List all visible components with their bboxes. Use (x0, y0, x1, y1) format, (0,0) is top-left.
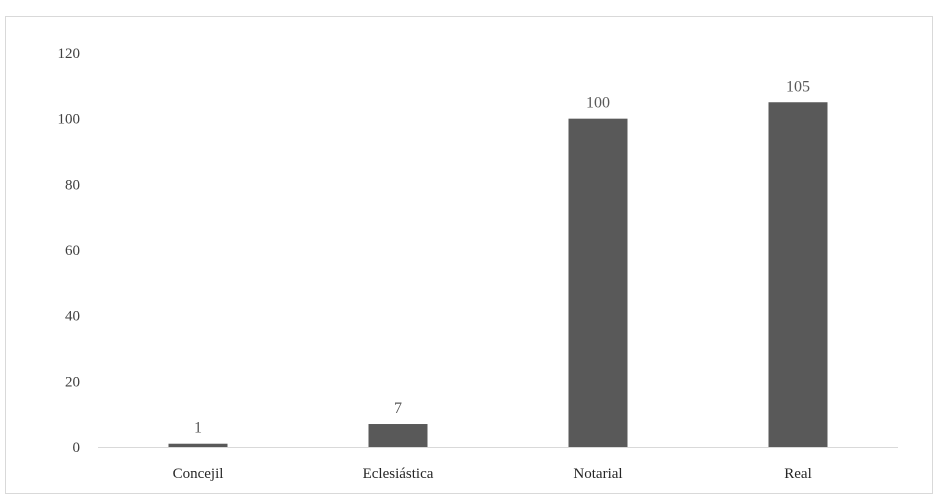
bar-notarial (568, 118, 628, 448)
x-tick-label-2: Notarial (573, 466, 622, 482)
data-label-3: 105 (786, 78, 810, 95)
x-tick-label-3: Real (784, 466, 812, 482)
bar-real (768, 102, 828, 447)
y-tick-label-6: 120 (58, 46, 81, 62)
y-tick-label-2: 40 (65, 309, 80, 325)
x-axis-labels: Concejil Eclesiástica Notarial Real (173, 466, 812, 482)
y-tick-label-5: 100 (58, 112, 81, 128)
y-tick-label-4: 80 (65, 177, 80, 193)
bars (168, 102, 828, 448)
x-tick-label-1: Eclesiástica (363, 466, 434, 482)
y-tick-label-3: 60 (65, 243, 80, 259)
data-label-1: 7 (394, 400, 402, 417)
bar-eclesiástica (368, 424, 428, 447)
data-label-0: 1 (194, 420, 202, 437)
x-tick-label-0: Concejil (173, 466, 224, 482)
data-labels: 1 7 100 105 (194, 78, 810, 436)
y-axis-ticks: 0 20 40 60 80 100 120 (58, 46, 81, 456)
y-tick-label-1: 20 (65, 374, 80, 390)
y-tick-label-0: 0 (73, 440, 81, 456)
bar-concejil (168, 443, 228, 447)
data-label-2: 100 (586, 95, 610, 112)
